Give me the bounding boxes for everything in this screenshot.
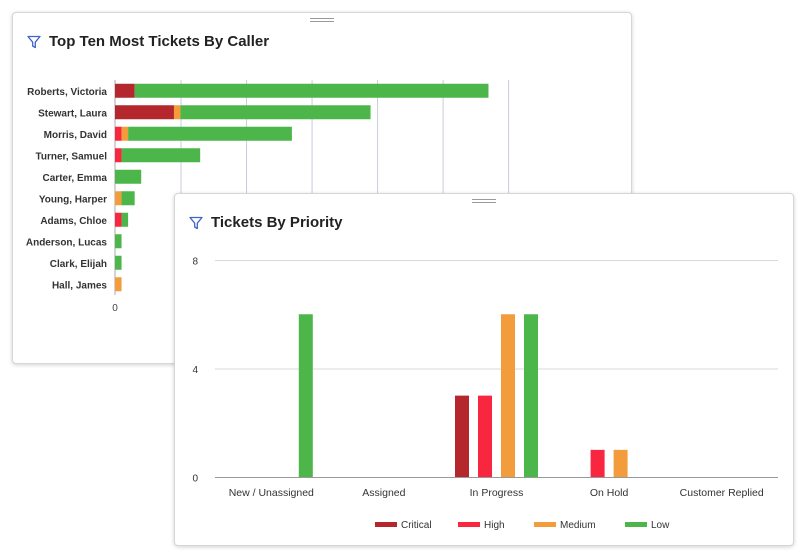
category-label: New / Unassigned — [229, 487, 314, 499]
category-label: In Progress — [470, 487, 524, 499]
legend-label: High — [484, 520, 505, 531]
bar-segment-high — [115, 148, 122, 163]
category-label: Customer Replied — [680, 487, 764, 499]
category-label: Assigned — [362, 487, 405, 499]
bar-medium — [501, 314, 515, 477]
legend-label: Critical — [401, 520, 432, 531]
category-label: On Hold — [590, 487, 629, 499]
y-tick-label: 8 — [192, 257, 198, 268]
bar-high — [478, 395, 492, 477]
bar-segment-low — [115, 255, 122, 270]
bar-critical — [455, 395, 469, 477]
bar-segment-low — [128, 126, 292, 141]
bar-segment-medium — [173, 105, 181, 120]
legend-swatch-low — [625, 522, 647, 527]
category-label: Hall, James — [52, 280, 107, 291]
drag-handle[interactable] — [472, 199, 496, 205]
legend-label: Low — [651, 520, 670, 531]
bar-segment-low — [121, 191, 135, 206]
bar-segment-medium — [121, 126, 129, 141]
bar-segment-low — [134, 83, 489, 98]
category-label: Adams, Chloe — [40, 216, 107, 227]
bar-segment-low — [180, 105, 371, 120]
category-label: Turner, Samuel — [35, 151, 107, 162]
x-tick-label: 0 — [112, 303, 118, 314]
category-label: Clark, Elijah — [50, 259, 107, 270]
y-tick-label: 4 — [192, 365, 198, 376]
category-label: Stewart, Laura — [38, 108, 107, 119]
filter-icon[interactable] — [27, 35, 41, 49]
bar-segment-low — [121, 148, 201, 163]
category-label: Morris, David — [44, 130, 107, 141]
bar-segment-critical — [115, 105, 174, 120]
category-label: Roberts, Victoria — [27, 87, 107, 98]
bar-segment-low — [115, 234, 122, 249]
bar-segment-high — [115, 126, 122, 141]
card-header: Tickets By Priority — [189, 214, 342, 231]
bar-segment-high — [115, 212, 122, 227]
legend-swatch-critical — [375, 522, 397, 527]
legend-label: Medium — [560, 520, 596, 531]
category-label: Young, Harper — [39, 194, 107, 205]
card-title: Tickets By Priority — [211, 214, 343, 231]
legend-swatch-high — [458, 522, 480, 527]
bar-segment-low — [121, 212, 129, 227]
drag-handle[interactable] — [310, 18, 334, 24]
bar-segment-medium — [115, 277, 122, 292]
bar-high — [590, 449, 605, 477]
filter-icon[interactable] — [189, 216, 203, 230]
category-label: Anderson, Lucas — [26, 237, 108, 248]
bar-segment-medium — [115, 191, 122, 206]
bar-segment-critical — [115, 83, 135, 98]
priority-bar-chart: 0 4 8 New / Unassigned Assigned In Progress On… — [192, 257, 778, 531]
card-header: Top Ten Most Tickets By Caller — [27, 33, 269, 50]
bar-medium — [613, 449, 628, 477]
y-tick-label: 0 — [192, 474, 198, 485]
priority-card: Tickets By Priority 0 4 8 New / Unassigned A… — [174, 193, 794, 546]
card-title: Top Ten Most Tickets By Caller — [49, 33, 270, 50]
legend-swatch-medium — [534, 522, 556, 527]
category-label: Carter, Emma — [43, 173, 108, 184]
bar-segment-low — [115, 169, 142, 184]
bar-low — [524, 314, 538, 477]
bar-low — [298, 314, 313, 477]
